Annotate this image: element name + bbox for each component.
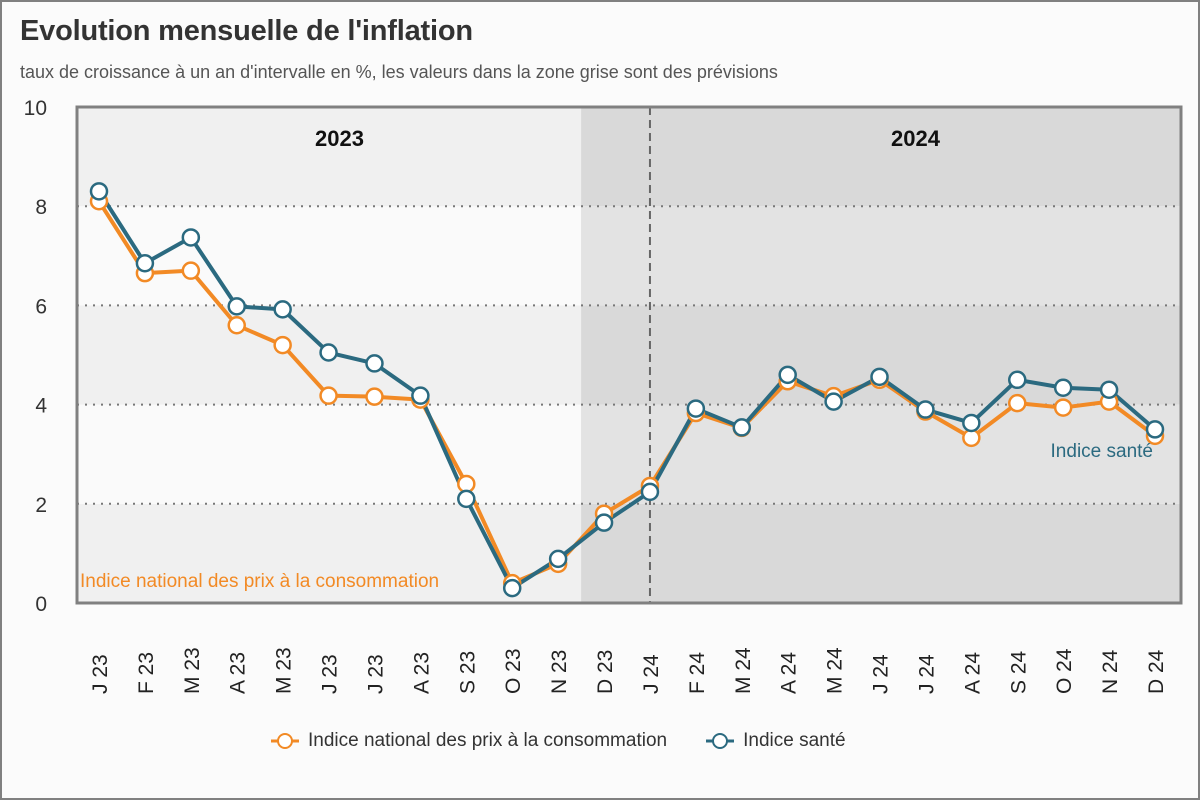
data-point-ipc[interactable] [181,261,201,280]
data-point-sante[interactable] [89,182,109,201]
history-band [77,206,582,306]
x-tick-label: O 23 [502,648,525,694]
data-point-sante[interactable] [594,513,614,532]
data-point-sante[interactable] [273,300,292,319]
x-tick-label: O 24 [1053,648,1076,694]
chart-title: Evolution mensuelle de l'inflation [20,15,473,47]
x-tick-label: F 24 [686,652,709,694]
data-point-sante[interactable] [778,365,797,385]
chart-subtitle: taux de croissance à un an d'intervalle … [20,62,778,82]
y-tick-label: 0 [35,593,47,616]
legend-label-ipc: Indice national des prix à la consommati… [308,730,668,751]
x-tick-label: A 24 [961,652,984,694]
annotation-ipc: Indice national des prix à la consommati… [80,571,439,592]
data-point-sante[interactable] [1053,378,1073,397]
x-tick-label: S 24 [1007,650,1030,694]
legend-marker-sante-icon [706,733,735,749]
y-tick-label: 8 [35,196,47,219]
data-point-sante[interactable] [319,343,338,362]
data-point-sante[interactable] [135,253,155,273]
y-tick-label: 2 [35,494,47,517]
plot-border [75,105,1183,605]
x-tick-label: N 23 [548,650,571,694]
annotation-sante: Indice santé [1051,441,1153,462]
year-labels: 2023 2024 [315,126,941,151]
forecast-band [581,503,1181,603]
data-point-sante[interactable] [502,578,522,598]
x-tick-label: N 24 [1099,649,1122,694]
data-point-ipc[interactable] [457,474,476,494]
y-tick-label: 4 [35,395,47,418]
x-tick-label: M 23 [273,647,296,694]
x-tick-label: F 23 [135,652,158,694]
y-axis-ticks: 0 2 4 6 8 10 [24,97,48,616]
x-tick-label: M 24 [824,647,847,694]
data-point-sante[interactable] [916,400,935,419]
data-point-sante[interactable] [457,489,476,509]
legend-label-sante: Indice santé [743,730,846,751]
background-bands [77,107,1181,603]
data-point-ipc[interactable] [962,428,981,448]
y-tick-label: 10 [24,97,47,120]
data-point-sante[interactable] [548,549,568,569]
year-label-2024: 2024 [891,126,941,151]
series-points [89,182,1165,598]
history-band [77,404,582,504]
x-axis-ticks: J 23 F 23 M 23 A 23 M 23 J 23 J 23 A 23 S 23 O 23… [89,647,1168,694]
data-point-sante[interactable] [732,418,752,437]
data-point-sante[interactable] [962,413,981,433]
data-point-sante[interactable] [824,392,843,411]
x-tick-label: J 24 [870,654,893,694]
legend-item-ipc[interactable]: Indice national des prix à la consommati… [270,730,667,752]
data-point-sante[interactable] [640,482,660,502]
x-tick-label: A 24 [778,652,801,694]
forecast-band [581,107,1181,207]
x-tick-label: D 24 [1145,649,1168,694]
data-point-sante[interactable] [870,367,889,387]
data-point-sante[interactable] [411,386,430,405]
x-tick-label: J 23 [89,654,112,694]
x-tick-label: J 24 [915,654,938,694]
data-point-sante[interactable] [1008,370,1027,390]
legend-item-sante[interactable]: Indice santé [705,730,846,752]
data-point-ipc[interactable] [273,335,292,355]
x-tick-label: A 23 [410,652,433,694]
annotations: Indice national des prix à la consommati… [80,441,1153,592]
data-point-ipc[interactable] [365,387,384,406]
x-tick-label: D 23 [594,650,617,694]
x-tick-label: M 23 [181,647,204,694]
data-point-ipc[interactable] [319,386,338,405]
legend-marker-ipc-icon [271,733,299,749]
data-point-sante[interactable] [1145,420,1165,439]
x-tick-label: M 24 [732,647,755,694]
forecast-band [581,404,1181,504]
x-tick-label: J 23 [364,654,387,694]
data-point-ipc[interactable] [227,315,246,335]
data-point-ipc[interactable] [1008,393,1027,413]
x-tick-label: A 23 [227,652,250,694]
data-point-ipc[interactable] [1053,398,1073,417]
x-tick-label: S 23 [456,651,479,694]
x-tick-label: J 23 [319,654,342,694]
data-point-sante[interactable] [686,399,706,418]
x-tick-label: J 24 [640,654,663,694]
data-point-sante[interactable] [365,354,384,373]
forecast-band [581,206,1181,306]
data-point-sante[interactable] [181,228,201,247]
legend: Indice national des prix à la consommati… [270,730,846,752]
data-point-sante[interactable] [1099,380,1119,399]
data-point-sante[interactable] [227,297,246,316]
year-label-2023: 2023 [315,126,364,151]
history-band [77,107,582,207]
y-tick-label: 6 [35,295,47,318]
